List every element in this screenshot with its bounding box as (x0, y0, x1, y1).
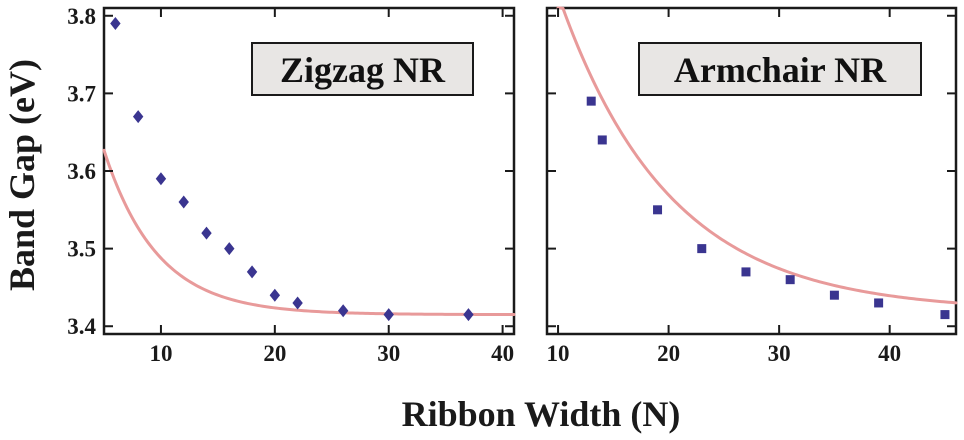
armchair-data-point (785, 275, 795, 285)
zigzag-label-box (251, 42, 474, 96)
zigzag-xtick-label: 10 (149, 341, 172, 366)
zigzag-points-layer (110, 17, 474, 322)
armchair-data-point (874, 298, 884, 308)
x-axis-title: Ribbon Width (N) (402, 394, 681, 434)
armchair-points-layer (586, 96, 950, 320)
zigzag-ytick-label: 3.4 (67, 314, 96, 339)
armchair-xtick-label: 30 (768, 341, 791, 366)
armchair-label-box (638, 42, 922, 96)
armchair-xtick-label: 10 (547, 341, 570, 366)
zigzag-fit-curve (102, 148, 516, 317)
armchair-data-point (940, 310, 950, 320)
armchair-data-point (697, 244, 707, 254)
zigzag-data-point (110, 17, 121, 31)
zigzag-data-point (383, 308, 394, 322)
armchair-data-point (741, 267, 751, 277)
armchair-data-point (586, 96, 596, 106)
zigzag-data-point (132, 110, 144, 124)
zigzag-ticks-layer: 3.4 3.5 3.6 3.7 3.8 10 20 30 40 (67, 4, 514, 366)
zigzag-data-point (201, 226, 212, 240)
zigzag-data-point (292, 296, 303, 310)
zigzag-data-point (269, 288, 281, 302)
armchair-ticks-layer: 10 20 30 40 (547, 8, 956, 366)
zigzag-ytick-label: 3.8 (67, 4, 96, 29)
armchair-fit-layer (556, 6, 958, 305)
armchair-panel-label: Armchair NR (638, 42, 922, 96)
zigzag-data-point (246, 265, 258, 279)
zigzag-xtick-label: 20 (263, 341, 286, 366)
armchair-panel: 10 20 30 40 Armchair NR (545, 6, 958, 366)
armchair-data-point (829, 290, 839, 300)
zigzag-panel: 3.4 3.5 3.6 3.7 3.8 10 20 30 40 Zigzag NR (67, 4, 516, 366)
armchair-label-text: Armchair NR (674, 50, 887, 90)
zigzag-panel-label: Zigzag NR (251, 42, 474, 96)
zigzag-xtick-label: 40 (491, 341, 514, 366)
zigzag-ytick-label: 3.7 (67, 81, 96, 106)
zigzag-xtick-label: 30 (377, 341, 400, 366)
armchair-xtick-label: 40 (878, 341, 901, 366)
zigzag-data-point (337, 304, 349, 318)
armchair-xtick-label: 20 (657, 341, 680, 366)
y-axis-title: Band Gap (eV) (2, 59, 42, 291)
zigzag-label-text: Zigzag NR (280, 50, 446, 90)
zigzag-ytick-label: 3.6 (67, 159, 96, 184)
armchair-data-point (597, 135, 607, 145)
zigzag-data-point (155, 172, 167, 186)
armchair-fit-curve (556, 6, 958, 305)
zigzag-data-point (178, 195, 189, 209)
zigzag-data-point (463, 308, 474, 322)
zigzag-data-point (224, 242, 235, 256)
zigzag-ytick-label: 3.5 (67, 237, 96, 262)
zigzag-fit-layer (102, 148, 516, 317)
armchair-data-point (653, 205, 663, 215)
